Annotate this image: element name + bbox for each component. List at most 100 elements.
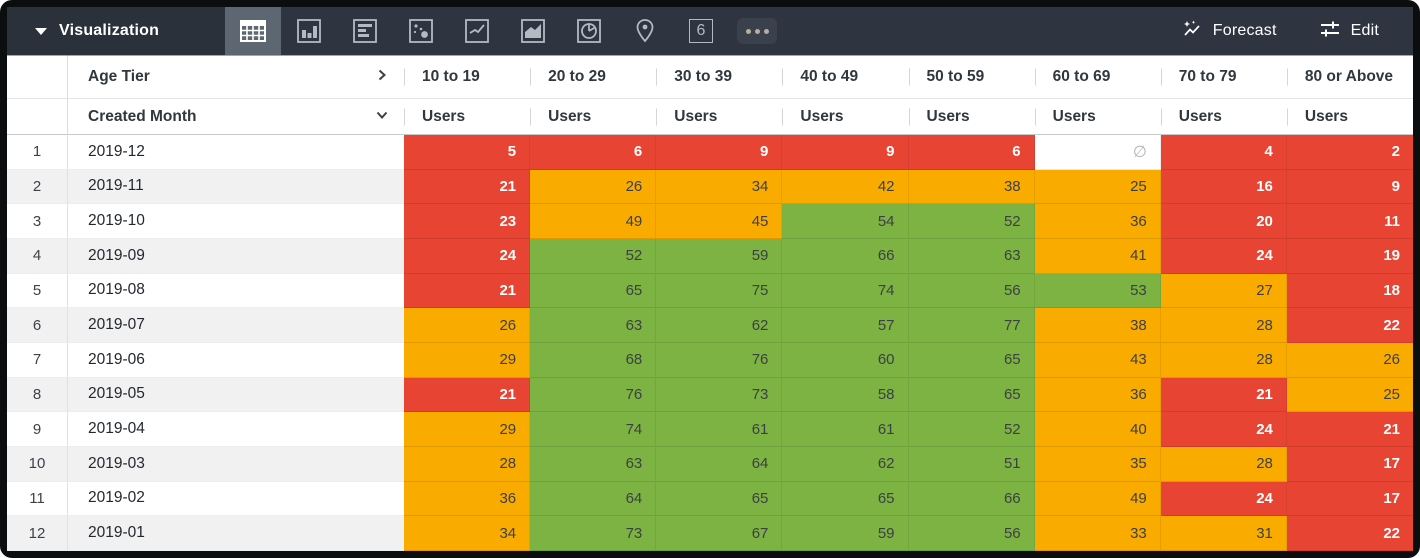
value-cell[interactable]: 56 <box>908 273 1035 309</box>
value-cell[interactable]: 17 <box>1286 481 1413 517</box>
value-cell[interactable]: 23 <box>404 204 531 239</box>
value-cell[interactable]: 36 <box>1034 204 1161 239</box>
value-cell[interactable]: 62 <box>656 308 783 343</box>
value-cell[interactable]: 5 <box>404 135 531 170</box>
tab-single-value[interactable]: 6 <box>673 7 729 55</box>
pivot-field-header[interactable]: Age Tier <box>67 55 404 99</box>
value-cell[interactable]: 2 <box>1286 135 1413 170</box>
value-cell[interactable]: 24 <box>1160 239 1287 274</box>
value-cell[interactable]: 26 <box>530 169 657 205</box>
pivot-column-header[interactable]: 80 or Above <box>1286 55 1413 99</box>
tab-bar-chart[interactable] <box>337 7 393 55</box>
value-cell[interactable]: 36 <box>1034 377 1161 413</box>
pivot-column-header[interactable]: 70 to 79 <box>1160 55 1287 99</box>
value-cell[interactable]: 29 <box>404 343 531 378</box>
measure-header[interactable]: Users <box>908 99 1035 135</box>
value-cell[interactable]: 25 <box>1286 377 1413 413</box>
value-cell[interactable]: 16 <box>1160 169 1287 205</box>
value-cell[interactable]: 59 <box>782 516 909 551</box>
row-label[interactable]: 2019-08 <box>67 273 404 309</box>
measure-header[interactable]: Users <box>1286 99 1413 135</box>
value-cell[interactable]: 65 <box>656 481 783 517</box>
value-cell[interactable]: 31 <box>1160 516 1287 551</box>
row-label[interactable]: 2019-01 <box>67 516 404 551</box>
row-label[interactable]: 2019-11 <box>67 169 404 205</box>
value-cell[interactable]: 20 <box>1160 204 1287 239</box>
value-cell[interactable]: 66 <box>782 239 909 274</box>
value-cell[interactable]: 21 <box>404 273 531 309</box>
value-cell[interactable]: 49 <box>1034 481 1161 517</box>
value-cell[interactable]: 41 <box>1034 239 1161 274</box>
tab-more-options[interactable] <box>729 7 785 55</box>
value-cell[interactable]: 26 <box>1286 343 1413 378</box>
value-cell[interactable]: 57 <box>782 308 909 343</box>
value-cell[interactable]: 60 <box>782 343 909 378</box>
row-label[interactable]: 2019-06 <box>67 343 404 378</box>
row-label[interactable]: 2019-12 <box>67 135 404 170</box>
value-cell[interactable]: 40 <box>1034 412 1161 447</box>
value-cell[interactable]: 24 <box>1160 412 1287 447</box>
value-cell[interactable]: 63 <box>908 239 1035 274</box>
value-cell[interactable]: 67 <box>656 516 783 551</box>
value-cell[interactable]: 25 <box>1034 169 1161 205</box>
value-cell[interactable]: ∅ <box>1034 135 1161 170</box>
value-cell[interactable]: 58 <box>782 377 909 413</box>
value-cell[interactable]: 27 <box>1160 273 1287 309</box>
value-cell[interactable]: 26 <box>404 308 531 343</box>
value-cell[interactable]: 62 <box>782 447 909 482</box>
value-cell[interactable]: 22 <box>1286 516 1413 551</box>
measure-header[interactable]: Users <box>1034 99 1161 135</box>
pivot-column-header[interactable]: 30 to 39 <box>656 55 783 99</box>
value-cell[interactable]: 35 <box>1034 447 1161 482</box>
value-cell[interactable]: 65 <box>908 377 1035 413</box>
visualization-dropdown[interactable]: Visualization <box>7 7 225 55</box>
value-cell[interactable]: 54 <box>782 204 909 239</box>
value-cell[interactable]: 29 <box>404 412 531 447</box>
value-cell[interactable]: 9 <box>782 135 909 170</box>
value-cell[interactable]: 17 <box>1286 447 1413 482</box>
tab-pie-chart[interactable] <box>561 7 617 55</box>
value-cell[interactable]: 68 <box>530 343 657 378</box>
tab-scatter[interactable] <box>393 7 449 55</box>
measure-header[interactable]: Users <box>782 99 909 135</box>
edit-button[interactable]: Edit <box>1319 18 1379 45</box>
value-cell[interactable]: 61 <box>656 412 783 447</box>
value-cell[interactable]: 63 <box>530 308 657 343</box>
row-label[interactable]: 2019-02 <box>67 481 404 517</box>
value-cell[interactable]: 64 <box>656 447 783 482</box>
row-label[interactable]: 2019-03 <box>67 447 404 482</box>
value-cell[interactable]: 6 <box>530 135 657 170</box>
tab-table[interactable] <box>225 7 281 55</box>
measure-header[interactable]: Users <box>1160 99 1287 135</box>
value-cell[interactable]: 24 <box>404 239 531 274</box>
row-field-header[interactable]: Created Month <box>67 99 404 135</box>
forecast-button[interactable]: Forecast <box>1181 18 1277 45</box>
value-cell[interactable]: 6 <box>908 135 1035 170</box>
value-cell[interactable]: 59 <box>656 239 783 274</box>
value-cell[interactable]: 53 <box>1034 273 1161 309</box>
pivot-column-header[interactable]: 20 to 29 <box>530 55 657 99</box>
value-cell[interactable]: 74 <box>530 412 657 447</box>
value-cell[interactable]: 4 <box>1160 135 1287 170</box>
value-cell[interactable]: 18 <box>1286 273 1413 309</box>
value-cell[interactable]: 21 <box>1286 412 1413 447</box>
value-cell[interactable]: 52 <box>530 239 657 274</box>
value-cell[interactable]: 34 <box>656 169 783 205</box>
value-cell[interactable]: 63 <box>530 447 657 482</box>
value-cell[interactable]: 33 <box>1034 516 1161 551</box>
pivot-column-header[interactable]: 60 to 69 <box>1034 55 1161 99</box>
value-cell[interactable]: 11 <box>1286 204 1413 239</box>
value-cell[interactable]: 21 <box>404 377 531 413</box>
value-cell[interactable]: 77 <box>908 308 1035 343</box>
value-cell[interactable]: 19 <box>1286 239 1413 274</box>
value-cell[interactable]: 61 <box>782 412 909 447</box>
value-cell[interactable]: 28 <box>404 447 531 482</box>
row-label[interactable]: 2019-07 <box>67 308 404 343</box>
measure-header[interactable]: Users <box>530 99 657 135</box>
pivot-column-header[interactable]: 10 to 19 <box>404 55 531 99</box>
value-cell[interactable]: 56 <box>908 516 1035 551</box>
value-cell[interactable]: 45 <box>656 204 783 239</box>
value-cell[interactable]: 76 <box>656 343 783 378</box>
value-cell[interactable]: 65 <box>530 273 657 309</box>
value-cell[interactable]: 38 <box>908 169 1035 205</box>
